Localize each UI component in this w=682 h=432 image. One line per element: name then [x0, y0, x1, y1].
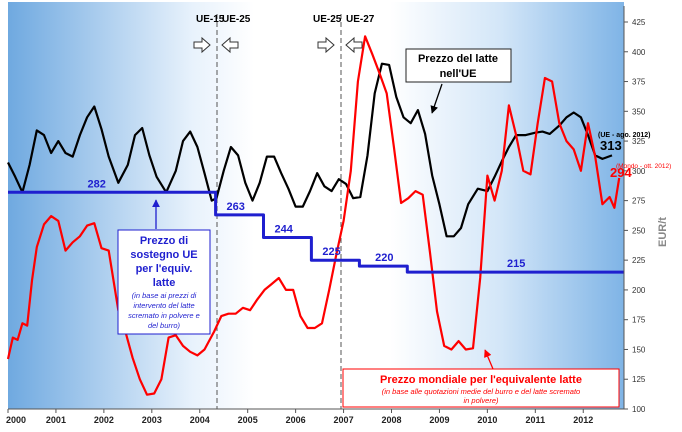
enlargement-2-right-label: UE-27	[346, 14, 375, 25]
y-tick-label: 250	[632, 226, 646, 235]
y-tick-label: 200	[632, 286, 646, 295]
support-step-label: 220	[375, 252, 393, 264]
enlargement-1-right-label: UE-25	[222, 14, 251, 25]
left-arrow-icon	[345, 36, 363, 54]
support-callout-note4: del burro)	[148, 321, 181, 330]
x-ticks: 2000 2001 2002 2003 2004 2005 2006 2007 2008 2009…	[6, 409, 593, 425]
enlargement-2-left-label: UE-25	[313, 14, 342, 25]
y-tick-label: 150	[632, 345, 646, 354]
y-tick-label: 175	[632, 316, 646, 325]
y-tick-label: 275	[632, 197, 646, 206]
x-tick-label: 2010	[477, 415, 497, 425]
eu-end-value: 313	[600, 138, 622, 153]
enlargement-1: UE-15 UE-25	[193, 14, 251, 409]
y-tick-label: 225	[632, 256, 646, 265]
eu-milk-price-line	[7, 62, 613, 238]
support-callout-line2: sostegno UE	[130, 249, 197, 261]
support-step-label: 215	[507, 258, 525, 270]
world-callout-title: Prezzo mondiale per l'equivalente latte	[380, 374, 582, 386]
world-callout-note-line2: in polvere)	[463, 396, 499, 405]
x-tick-label: 2009	[429, 415, 449, 425]
eu-price-callout-line1: Prezzo del latte	[418, 53, 498, 65]
series-layer	[6, 35, 624, 396]
eu-support-price-line	[8, 190, 624, 274]
x-tick-label: 2005	[238, 415, 258, 425]
enlargement-1-left-label: UE-15	[196, 14, 225, 25]
eu-price-callout-box	[405, 48, 512, 83]
enlargement-2: UE-25 UE-27	[313, 14, 375, 409]
world-end-note: (Mondo - ott. 2012)	[616, 163, 671, 170]
support-callout-note3: scremato in polvere e	[128, 311, 200, 320]
x-tick-label: 2006	[286, 415, 306, 425]
y-tick-label: 375	[632, 78, 646, 87]
world-end-annotation: (Mondo - ott. 2012) 294	[610, 163, 671, 180]
y-tick-label: 100	[632, 405, 646, 414]
step-labels: 282 263 244 225 220 215	[88, 178, 526, 270]
y-tick-label: 325	[632, 137, 646, 146]
support-price-callout-box	[117, 229, 211, 335]
y-tick-label: 125	[632, 375, 646, 384]
support-callout-line4: latte	[153, 277, 176, 289]
world-price-callout-box	[342, 368, 620, 408]
x-tick-label: 2007	[334, 415, 354, 425]
eu-price-callout-arrow	[430, 83, 443, 114]
y-ticks: 100 125 150 175 200 225 250 275 300 325 350 375 400 4…	[624, 18, 646, 414]
world-callout-arrow	[484, 349, 494, 370]
y-tick-label: 400	[632, 48, 646, 57]
y-axis-label: EUR/t	[657, 217, 669, 247]
support-callout-note1: (in base ai prezzi di	[132, 291, 197, 300]
world-callout-note-line1: (in base alle quotazioni medie del burro…	[382, 387, 580, 396]
y-tick-label: 350	[632, 107, 646, 116]
x-tick-label: 2004	[190, 415, 210, 425]
eu-price-callout-line2: nell'UE	[440, 68, 477, 80]
x-tick-label: 2008	[381, 415, 401, 425]
support-step-label: 244	[274, 224, 293, 236]
support-callout-line1: Prezzo di	[140, 235, 188, 247]
left-arrow-icon	[221, 36, 239, 54]
y-tick-label: 300	[632, 167, 646, 176]
world-end-value: 294	[610, 165, 632, 180]
support-step-label: 263	[227, 201, 245, 213]
x-tick-label: 2011	[526, 415, 546, 425]
plot-background	[8, 2, 624, 409]
support-callout-note2: intervento del latte	[133, 301, 194, 310]
support-price-callout: Prezzo di sostegno UE per l'equiv. latte…	[117, 199, 211, 335]
support-callout-line3: per l'equiv.	[136, 263, 193, 275]
y-tick-label: 425	[632, 18, 646, 27]
eu-end-annotation: (UE - ago. 2012) 313	[598, 132, 651, 153]
world-milk-price-line	[6, 35, 621, 396]
support-step-label: 225	[322, 246, 340, 258]
world-price-callout: Prezzo mondiale per l'equivalente latte …	[342, 349, 620, 408]
eu-end-note: (UE - ago. 2012)	[598, 132, 651, 139]
right-arrow-icon	[193, 36, 211, 54]
right-arrow-icon	[317, 36, 335, 54]
x-tick-label: 2002	[94, 415, 114, 425]
support-step-label: 282	[88, 178, 106, 190]
x-tick-label: 2012	[573, 415, 593, 425]
x-tick-label: 2003	[142, 415, 162, 425]
x-tick-label: 2000	[6, 415, 26, 425]
eu-price-callout: Prezzo del latte nell'UE	[405, 48, 512, 114]
x-tick-label: 2001	[46, 415, 66, 425]
